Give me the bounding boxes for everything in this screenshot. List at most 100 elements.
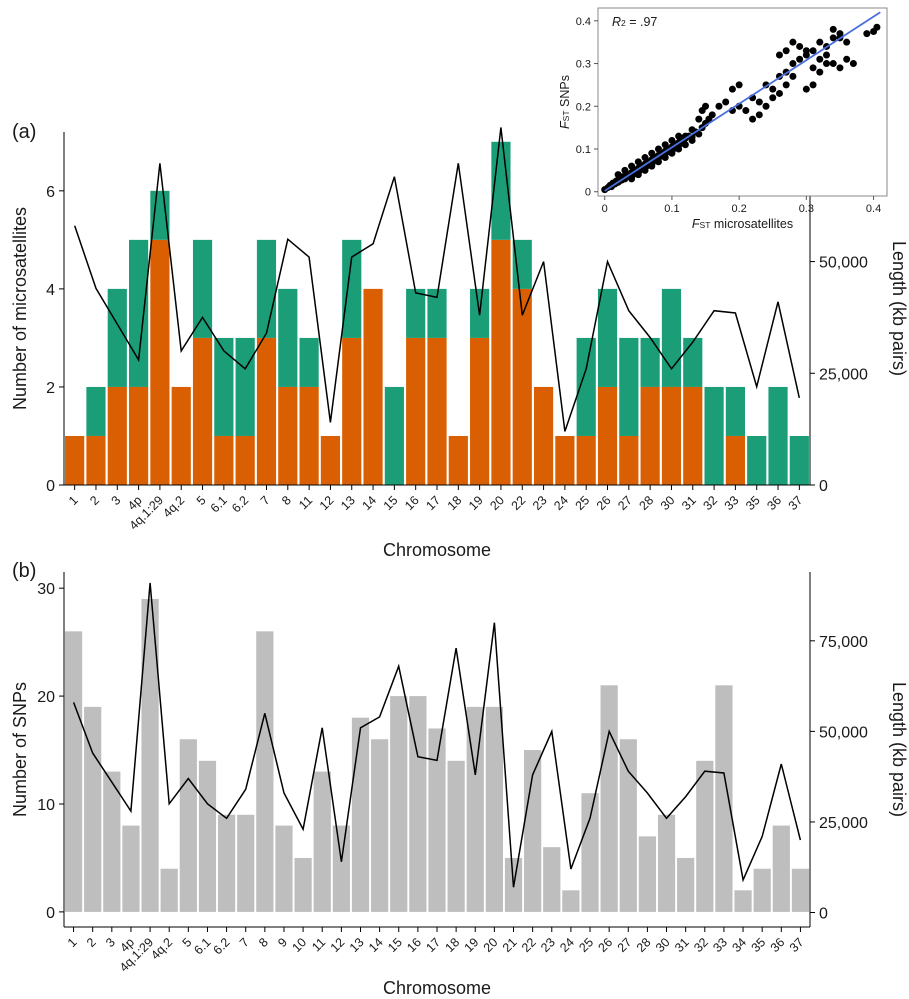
bar-green <box>256 239 277 338</box>
scatter-point <box>728 85 736 93</box>
x-tick-label: 33 <box>710 935 730 955</box>
fit-line <box>604 11 881 192</box>
bar-orange <box>597 386 618 485</box>
y-tick-label: 6 <box>46 184 55 201</box>
bar-orange <box>406 337 426 485</box>
x-tick-label: 6.2 <box>211 935 233 957</box>
inset-x-tick-label: 0.1 <box>664 203 679 215</box>
x-tick-label: 28 <box>637 493 657 513</box>
x-tick-label: 14 <box>366 935 386 955</box>
x-tick-label: 27 <box>615 935 635 955</box>
x-tick-label: 13 <box>347 935 367 955</box>
x-tick-label: 7 <box>258 493 273 508</box>
scatter-point <box>863 30 871 38</box>
scatter-point <box>873 23 881 31</box>
bar-green <box>576 337 596 436</box>
bar <box>237 814 255 912</box>
bar <box>141 598 159 912</box>
bar-orange <box>299 386 319 485</box>
bar-orange <box>491 239 511 485</box>
bar <box>447 760 465 912</box>
scatter-point <box>816 55 824 63</box>
x-tick-label: 26 <box>594 493 614 513</box>
scatter-point <box>789 60 797 68</box>
scatter-point <box>789 72 797 80</box>
bar <box>485 706 503 912</box>
bar-orange <box>512 288 532 485</box>
bar <box>351 717 370 912</box>
inset-y-tick-label: 0.3 <box>576 59 591 71</box>
bar-orange <box>214 435 234 485</box>
x-tick-label: 7 <box>237 935 252 950</box>
x-tick-label: 26 <box>596 935 616 955</box>
x-axis-title: Chromosome <box>383 978 491 998</box>
bar <box>696 760 714 912</box>
bar-green <box>150 190 170 240</box>
x-tick-label: 17 <box>423 493 443 513</box>
bar-green <box>661 288 682 387</box>
bar <box>64 631 83 912</box>
inset-x-axis-title: FST microsatellites <box>692 217 793 231</box>
y-tick-label: 2 <box>46 380 55 397</box>
bar <box>122 825 140 912</box>
x-tick-label: 10 <box>289 935 309 955</box>
bar-orange <box>192 337 213 485</box>
scatter-point <box>802 85 810 93</box>
bar-orange <box>661 386 682 485</box>
scatter-point <box>661 154 669 162</box>
y-right-tick-label: 50,000 <box>819 255 868 272</box>
scatter-point <box>634 158 642 166</box>
scatter-point <box>843 38 851 46</box>
bar-orange <box>65 435 85 485</box>
scatter-point <box>688 126 696 134</box>
bar-green <box>640 337 660 387</box>
scatter-point <box>755 111 763 119</box>
inset-y-axis-title: FST SNPs <box>558 75 572 129</box>
y-right-tick-label: 25,000 <box>819 815 868 832</box>
bar <box>600 685 618 912</box>
scatter-point <box>695 130 703 138</box>
scatter-point <box>755 98 763 106</box>
y-right-tick-label: 0 <box>819 478 828 495</box>
scatter-point <box>809 64 817 72</box>
bar-orange <box>619 435 639 485</box>
bar-green <box>597 288 618 387</box>
scatter-point <box>823 60 831 68</box>
x-tick-label: 18 <box>445 493 465 513</box>
x-tick-label: 22 <box>509 493 529 513</box>
bar <box>313 771 331 912</box>
bar-green <box>278 288 298 387</box>
y-right-axis-title: Length (kb pairs) <box>889 241 909 376</box>
bar-green <box>768 386 788 485</box>
bar-orange <box>129 386 149 485</box>
inset-y-tick-label: 0.1 <box>576 144 591 156</box>
scatter-point <box>843 55 851 63</box>
scatter-point <box>742 107 750 115</box>
scatter-point <box>621 166 629 174</box>
x-tick-label: 2 <box>87 493 102 508</box>
bar-orange <box>363 288 383 485</box>
scatter-point <box>681 141 689 149</box>
scatter-point <box>722 98 730 106</box>
scatter-point <box>809 81 817 89</box>
scatter-point <box>829 25 837 33</box>
x-tick-label: 36 <box>768 935 788 955</box>
x-tick-label: 22 <box>519 935 539 955</box>
x-tick-label: 37 <box>786 493 806 513</box>
length-line <box>73 127 801 432</box>
x-tick-label: 6.1 <box>208 493 230 515</box>
x-tick-label: 23 <box>530 493 550 513</box>
x-tick-label: 36 <box>764 493 784 513</box>
bar <box>677 857 695 912</box>
scatter-point <box>782 47 790 55</box>
x-tick-label: 19 <box>462 935 482 955</box>
x-tick-label: 2 <box>84 935 99 950</box>
scatter-point <box>654 145 662 153</box>
bar-green <box>235 337 255 436</box>
panel-label: (a) <box>12 121 36 143</box>
y-tick-label: 20 <box>37 689 55 706</box>
bar <box>256 631 274 912</box>
scatter-point <box>641 154 649 162</box>
